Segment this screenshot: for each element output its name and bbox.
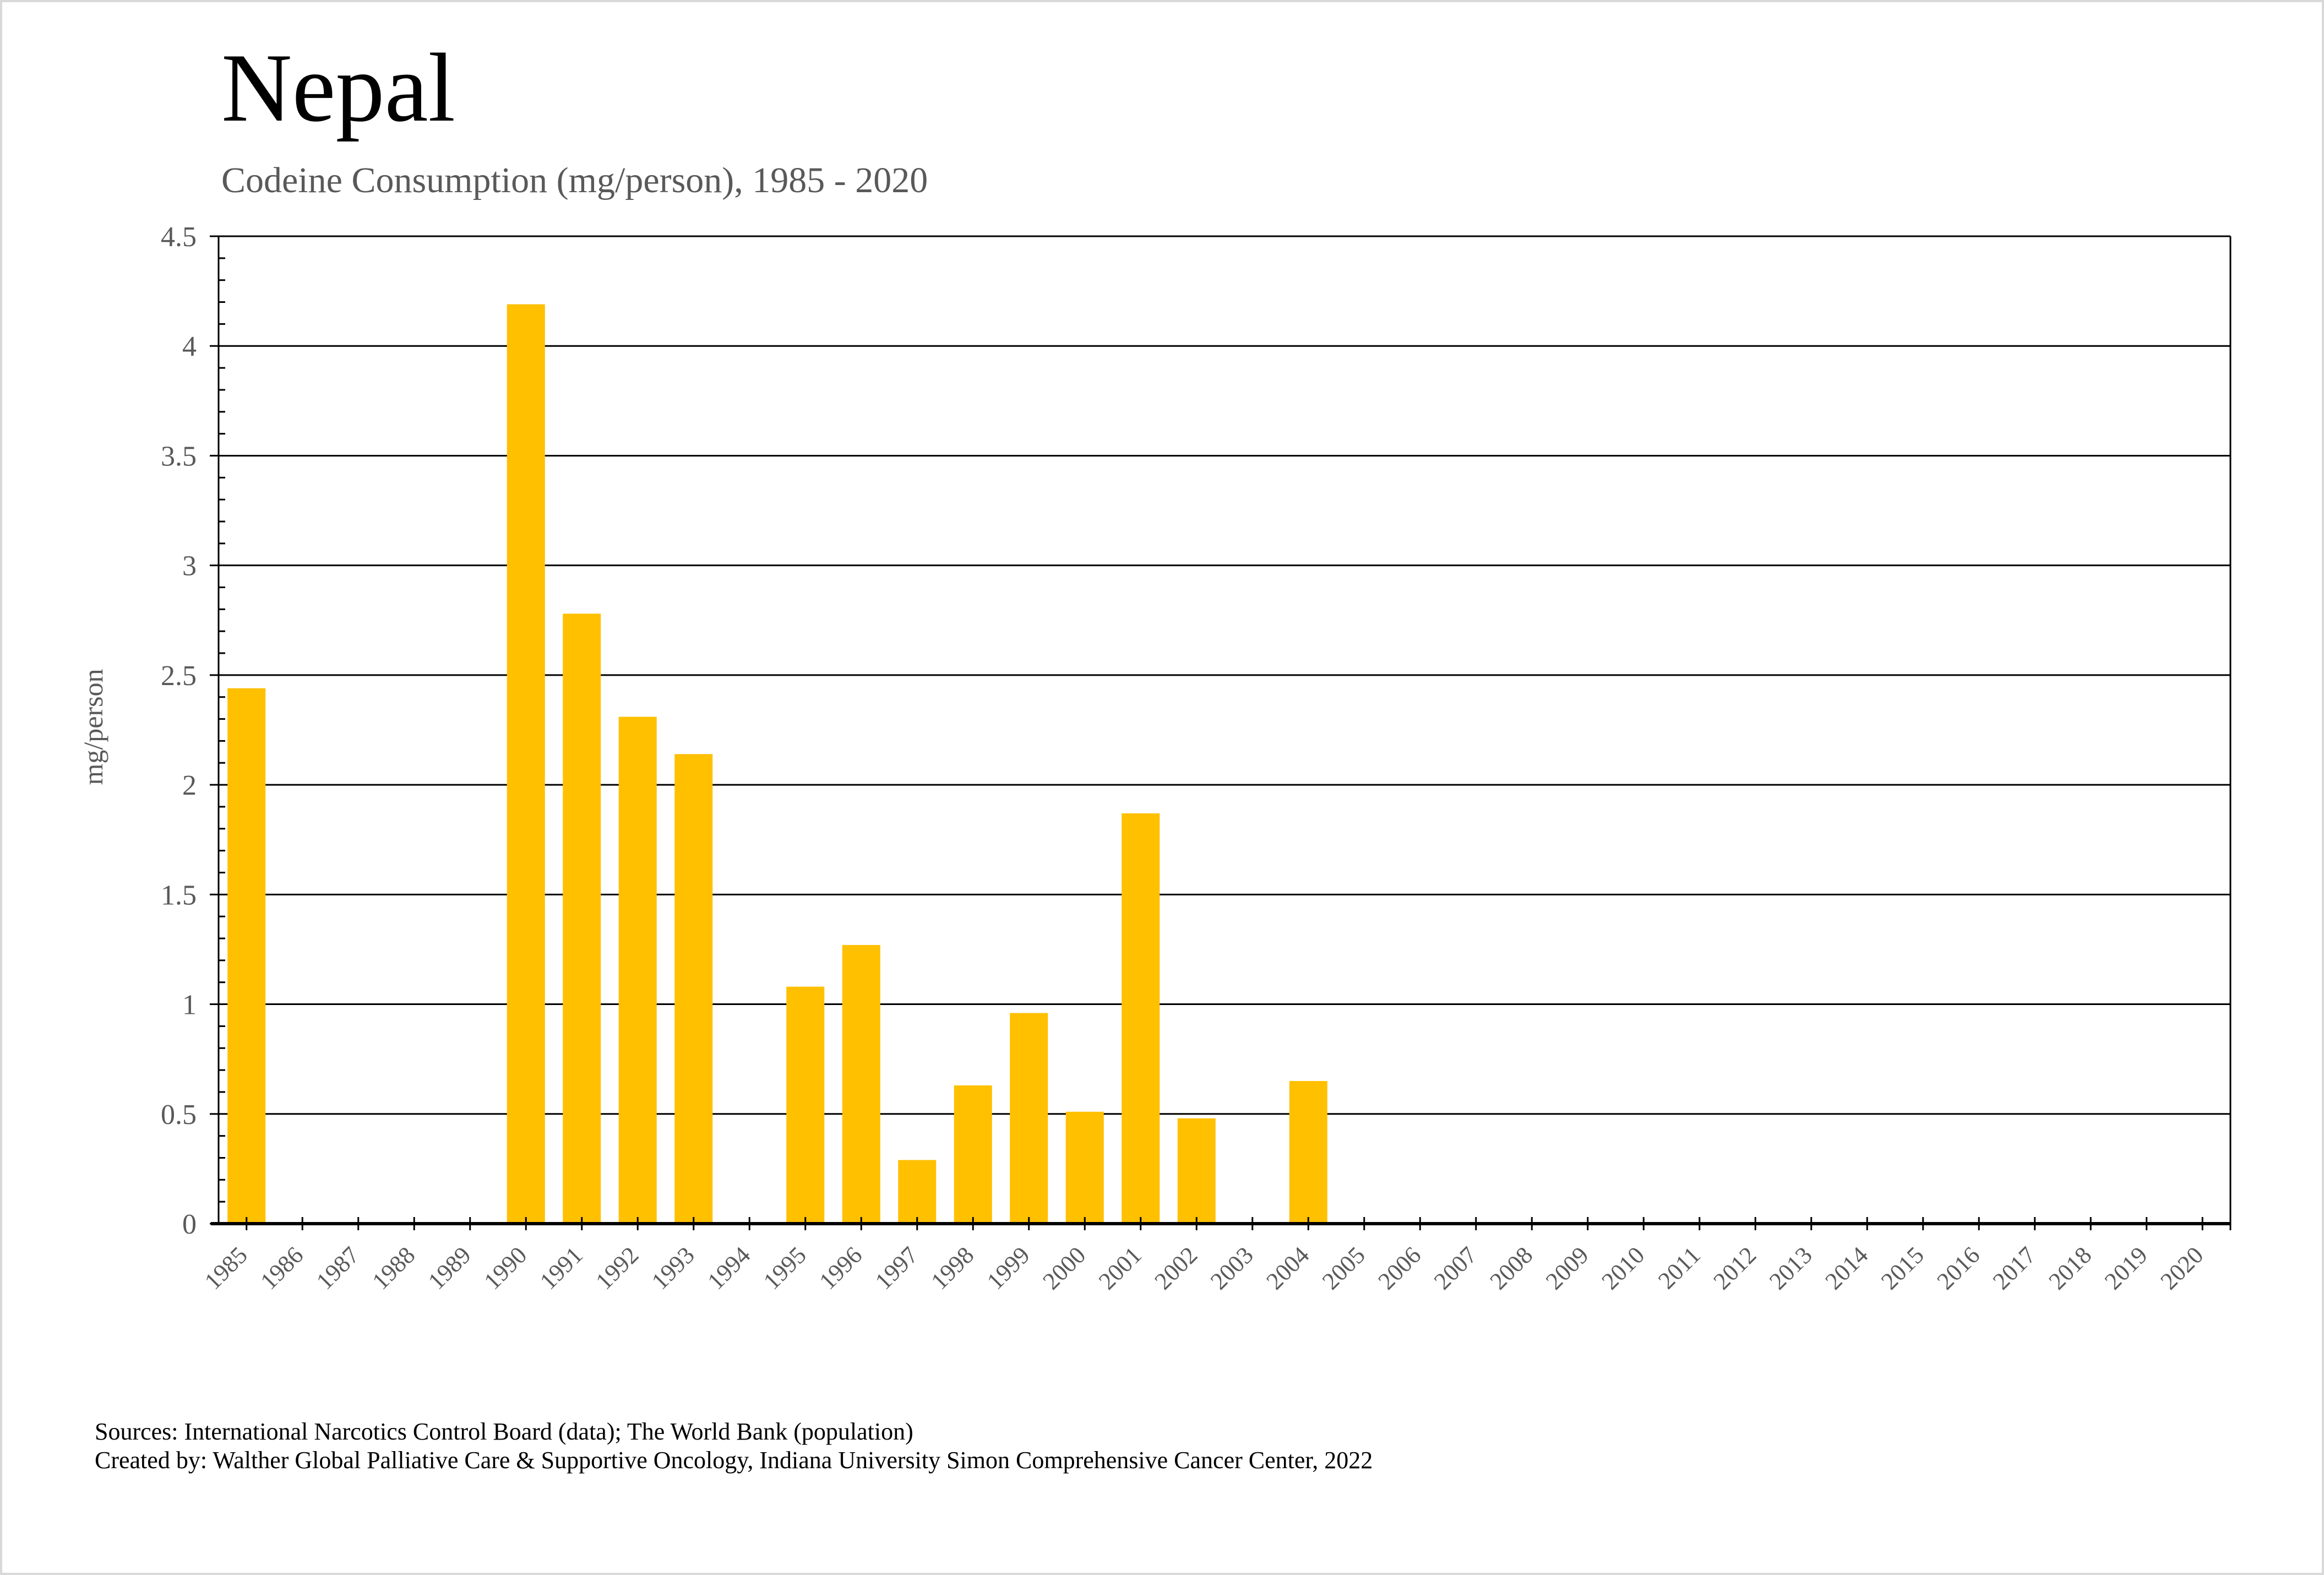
y-tick-labels: 0 0.5 1 1.5 2 2.5 3 3.5 4 4.5 xyxy=(161,221,197,1240)
bar-1991 xyxy=(563,613,601,1224)
x-tick-label: 1990 xyxy=(478,1241,532,1295)
y-tick-label: 1 xyxy=(182,990,197,1021)
bar-1990 xyxy=(507,304,545,1224)
y-tick-label: 3 xyxy=(182,551,197,582)
x-tick-label: 1995 xyxy=(758,1241,812,1295)
x-tick-label: 2009 xyxy=(1541,1241,1594,1295)
y-tick-label: 2.5 xyxy=(161,660,197,692)
x-tick-label: 1997 xyxy=(870,1241,923,1295)
x-tick-label: 1989 xyxy=(423,1241,476,1295)
x-tick-label: 2010 xyxy=(1596,1241,1650,1295)
x-tick-label: 2020 xyxy=(2155,1241,2208,1295)
x-tick-label: 2018 xyxy=(2043,1241,2097,1295)
y-tick-label: 3.5 xyxy=(161,441,197,472)
bar-1985 xyxy=(227,688,266,1224)
x-tick-label: 2015 xyxy=(1876,1241,1929,1295)
axes xyxy=(210,235,2232,1230)
x-tick-label: 2005 xyxy=(1317,1241,1370,1295)
x-tick-label: 2012 xyxy=(1708,1241,1761,1295)
chart-subtitle: Codeine Consumption (mg/person), 1985 - … xyxy=(221,160,928,200)
x-tick-label: 1992 xyxy=(590,1241,644,1295)
y-tick-label: 2 xyxy=(182,770,197,801)
y-tick-label: 4 xyxy=(182,331,197,362)
bar-1996 xyxy=(842,944,880,1224)
y-tick-label: 0.5 xyxy=(161,1099,197,1131)
bar-1998 xyxy=(954,1085,992,1224)
x-tick-label: 1998 xyxy=(926,1241,979,1295)
x-tick-label: 1985 xyxy=(199,1241,253,1295)
bar-1992 xyxy=(618,716,657,1224)
x-tick-label: 1994 xyxy=(702,1241,755,1295)
bar-2004 xyxy=(1289,1081,1327,1224)
bar-1997 xyxy=(898,1160,937,1224)
x-tick-label: 1999 xyxy=(982,1241,1035,1295)
x-tick-label: 2004 xyxy=(1261,1241,1314,1295)
footer-sources: Sources: International Narcotics Control… xyxy=(95,1418,913,1445)
y-tick-label: 1.5 xyxy=(161,879,197,911)
x-tick-labels: 1985 1986 1987 1988 1989 1990 1991 1992 1993 1994… xyxy=(199,1241,2208,1295)
x-tick-label: 2016 xyxy=(1931,1241,1985,1295)
x-tick-label: 1993 xyxy=(646,1241,700,1295)
chart-title: Nepal xyxy=(221,33,456,142)
x-tick-label: 1987 xyxy=(311,1241,364,1295)
x-tick-label: 2003 xyxy=(1205,1241,1259,1295)
footer-created-by: Created by: Walther Global Palliative Ca… xyxy=(95,1447,1373,1474)
bars xyxy=(227,304,1327,1224)
x-tick-label: 2011 xyxy=(1653,1241,1706,1294)
x-tick-label: 2000 xyxy=(1037,1241,1091,1295)
y-tick-label: 4.5 xyxy=(161,221,197,253)
x-tick-label: 1991 xyxy=(535,1241,588,1295)
x-tick-label: 2002 xyxy=(1149,1241,1202,1295)
x-tick-label: 2019 xyxy=(2099,1241,2153,1295)
x-tick-label: 2013 xyxy=(1764,1241,1817,1295)
x-tick-label: 1996 xyxy=(814,1241,867,1295)
bar-2002 xyxy=(1177,1118,1216,1224)
bar-1999 xyxy=(1010,1013,1048,1224)
gridlines xyxy=(219,235,2230,1115)
bar-2000 xyxy=(1065,1111,1104,1224)
y-axis-label: mg/person xyxy=(78,669,108,785)
bar-1993 xyxy=(674,754,713,1224)
bar-1995 xyxy=(786,986,825,1224)
y-tick-label: 0 xyxy=(182,1209,197,1240)
x-tick-label: 2001 xyxy=(1093,1241,1147,1295)
x-tick-label: 2014 xyxy=(1820,1241,1873,1295)
x-tick-label: 2007 xyxy=(1429,1241,1482,1295)
x-tick-label: 2008 xyxy=(1484,1241,1538,1295)
x-tick-label: 1988 xyxy=(367,1241,420,1295)
x-tick-label: 2006 xyxy=(1373,1241,1426,1295)
x-tick-label: 2017 xyxy=(1988,1241,2041,1295)
bar-2001 xyxy=(1122,813,1160,1224)
x-tick-label: 1986 xyxy=(255,1241,308,1295)
